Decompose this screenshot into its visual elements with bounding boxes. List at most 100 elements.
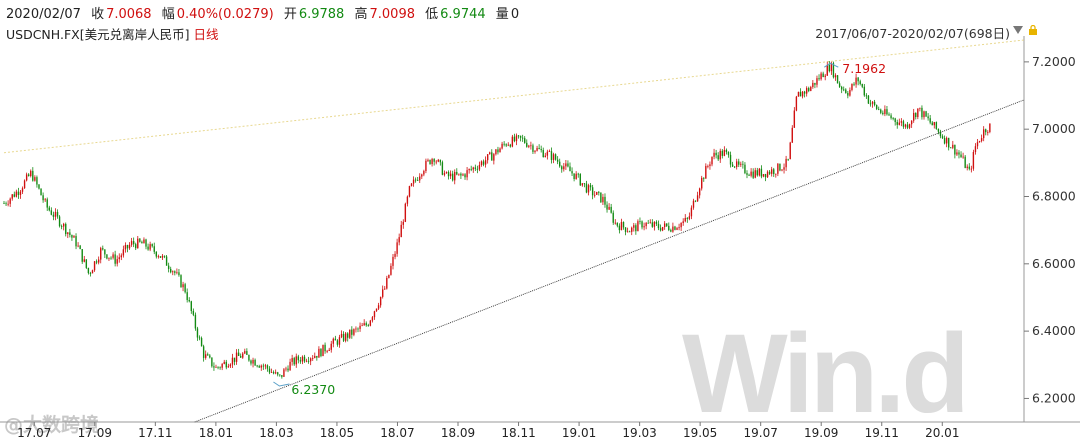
symbol-line: USDCNH.FX[美元兑离岸人民币] 日线: [6, 24, 218, 43]
candle-body: [433, 159, 435, 162]
candle-body: [906, 124, 909, 128]
candle-body: [880, 109, 882, 113]
candle-body: [647, 222, 649, 224]
candle-body: [373, 311, 376, 318]
candle-body: [725, 149, 728, 152]
candle-body: [225, 361, 227, 368]
candle-body: [188, 300, 190, 302]
candle-body: [808, 88, 810, 91]
candle-body: [624, 227, 627, 232]
candle-body: [91, 270, 94, 274]
candle-body: [966, 166, 968, 168]
candle-body: [622, 222, 625, 228]
x-tick-label: 17.11: [138, 426, 172, 440]
close-value: 7.0068: [106, 7, 152, 22]
candle-body: [349, 329, 351, 338]
open-label: 开: [283, 7, 297, 22]
candle-body: [248, 354, 250, 361]
candle-body: [347, 333, 349, 338]
candle-body: [923, 111, 925, 118]
low-marker: [273, 381, 290, 387]
candle-body: [884, 109, 886, 115]
candle-body: [643, 226, 645, 228]
candle-body: [974, 146, 977, 152]
candle-body: [585, 183, 588, 193]
candle-body: [460, 173, 462, 176]
candle-body: [468, 168, 470, 171]
candle-body: [668, 225, 670, 231]
candle-body: [962, 156, 964, 158]
candle-body: [618, 225, 621, 231]
candle-body: [762, 174, 765, 177]
candle-body: [797, 91, 800, 97]
candle-body: [534, 150, 536, 152]
wind-watermark: Win.d: [682, 311, 970, 436]
candle-body: [913, 112, 915, 121]
candle-body: [688, 216, 691, 219]
candle-body: [559, 161, 561, 167]
candle-body: [219, 367, 221, 369]
candle-body: [209, 355, 211, 358]
candle-body: [878, 108, 880, 110]
candle-body: [847, 92, 849, 96]
candle-body: [692, 200, 695, 208]
date-range-selector[interactable]: 2017/06/07-2020/02/07(698日): [815, 26, 1010, 41]
candle-body: [655, 221, 658, 224]
candle-body: [386, 277, 388, 289]
candle-body: [517, 135, 520, 137]
high-value: 7.0098: [369, 7, 416, 22]
candle-body: [709, 164, 711, 167]
candle-body: [89, 273, 92, 274]
y-tick-label: 7.0000: [1032, 121, 1076, 136]
candle-body: [122, 249, 125, 256]
candle-body: [470, 168, 472, 170]
candle-body: [563, 166, 565, 170]
candle-body: [635, 225, 637, 232]
quote-date: 2020/02/07: [6, 7, 81, 22]
candle-body: [427, 159, 429, 161]
candle-body: [137, 238, 139, 249]
candle-body: [73, 236, 75, 238]
candle-body: [431, 159, 433, 165]
candle-body: [141, 241, 143, 244]
candle-body: [602, 196, 604, 203]
candle-body: [768, 171, 771, 174]
candle-body: [429, 159, 431, 165]
candle-body: [297, 356, 300, 361]
chevron-down-icon[interactable]: [1013, 25, 1023, 35]
candle-body: [499, 148, 501, 153]
candle-body: [252, 359, 254, 364]
candle-body: [56, 211, 59, 217]
candle-body: [791, 127, 793, 143]
candle-body: [832, 63, 835, 78]
candle-body: [361, 325, 363, 327]
candle-body: [982, 129, 985, 139]
candle-body: [5, 203, 7, 205]
candle-body: [398, 237, 400, 243]
candle-body: [71, 235, 73, 238]
candle-body: [598, 191, 600, 193]
candle-body: [454, 171, 456, 181]
candle-body: [202, 346, 205, 358]
candle-body: [676, 228, 678, 230]
candle-body: [114, 254, 116, 264]
candle-body: [501, 143, 503, 149]
candle-body: [295, 356, 297, 365]
candle-body: [851, 83, 853, 90]
candle-body: [204, 354, 207, 358]
candle-body: [680, 222, 682, 228]
candle-body: [816, 78, 818, 85]
symbol-code: USDCNH.FX: [6, 27, 80, 42]
candle-body: [519, 135, 522, 138]
candle-body: [221, 363, 223, 368]
candle-body: [542, 150, 544, 158]
candle-body: [406, 196, 409, 204]
candle-body: [309, 358, 312, 362]
x-tick-label: 19.11: [865, 426, 899, 440]
y-tick-label: 6.6000: [1032, 256, 1076, 271]
candle-body: [93, 261, 96, 271]
candle-body: [106, 254, 108, 259]
candle-body: [369, 320, 372, 326]
candle-body: [192, 310, 195, 315]
lock-icon[interactable]: [1028, 25, 1038, 35]
